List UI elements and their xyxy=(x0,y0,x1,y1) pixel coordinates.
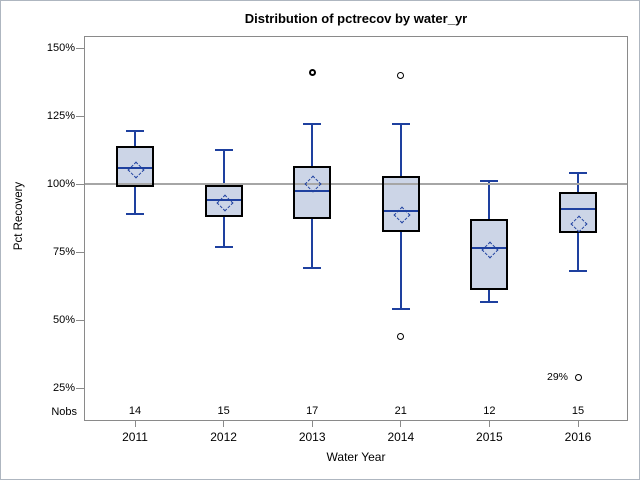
y-tick-mark xyxy=(76,115,84,117)
x-tick-label: 2012 xyxy=(210,430,237,444)
box-fill xyxy=(559,192,597,233)
nobs-value: 12 xyxy=(483,405,496,417)
y-tick-label: 150% xyxy=(46,42,75,54)
x-tick-label: 2013 xyxy=(298,430,326,444)
nobs-value: 15 xyxy=(571,405,585,417)
x-tick-mark xyxy=(311,421,313,427)
plot-area xyxy=(84,36,628,421)
x-tick-label: 2014 xyxy=(387,430,415,444)
whisker-cap-bottom xyxy=(303,267,322,270)
y-tick-label: 100% xyxy=(46,178,75,190)
whisker-cap-bottom xyxy=(480,301,499,304)
outlier-point xyxy=(308,69,316,76)
whisker-cap-top xyxy=(214,149,233,151)
median-line xyxy=(383,210,418,213)
y-tick-label: 75% xyxy=(52,246,75,258)
whisker-cap-bottom xyxy=(391,308,410,311)
box-2015 xyxy=(470,219,509,291)
whisker-cap-top xyxy=(126,130,144,132)
x-tick-label: 2016 xyxy=(564,430,592,444)
y-tick-mark xyxy=(76,319,84,321)
nobs-value: 21 xyxy=(394,405,407,417)
median-line xyxy=(472,246,507,249)
y-tick-mark xyxy=(76,183,84,185)
outlier-point xyxy=(574,373,582,381)
reference-line-100pct xyxy=(85,183,627,185)
box-2012 xyxy=(204,185,243,217)
box-2014 xyxy=(381,175,420,232)
box-2011 xyxy=(116,145,154,187)
whisker-cap-bottom xyxy=(126,212,144,215)
whisker-cap-top xyxy=(569,172,587,175)
box-2013 xyxy=(293,166,332,220)
y-tick-label: 50% xyxy=(52,314,75,326)
y-tick-label: 25% xyxy=(52,382,75,394)
y-tick-label: 125% xyxy=(46,110,75,122)
outlier-point xyxy=(397,332,405,340)
box-fill xyxy=(470,219,509,291)
y-axis-title: Pct Recovery xyxy=(13,181,25,251)
median-line xyxy=(295,189,330,192)
median-line xyxy=(561,207,595,210)
whisker-cap-top xyxy=(480,180,499,183)
nobs-value: 15 xyxy=(217,405,230,417)
nobs-value: 17 xyxy=(306,405,319,417)
whisker-cap-top xyxy=(391,123,410,126)
box-fill xyxy=(116,145,154,187)
x-tick-label: 2011 xyxy=(122,430,148,444)
outlier-point xyxy=(397,71,405,79)
x-tick-mark xyxy=(134,421,136,427)
x-tick-mark xyxy=(400,421,402,427)
box-2016 xyxy=(559,192,597,233)
y-tick-mark xyxy=(76,47,84,49)
median-line xyxy=(118,166,152,169)
y-tick-mark xyxy=(76,251,84,253)
x-tick-label: 2015 xyxy=(476,430,503,444)
chart-title: Distribution of pctrecov by water_yr xyxy=(244,11,468,26)
outlier-annotation: 29% xyxy=(546,370,568,383)
x-tick-mark xyxy=(488,421,490,427)
whisker-cap-bottom xyxy=(214,245,233,248)
x-tick-mark xyxy=(577,421,579,427)
median-line xyxy=(206,199,241,202)
x-axis-title: Water Year xyxy=(326,450,386,464)
nobs-value: 14 xyxy=(128,405,142,417)
whisker-cap-top xyxy=(303,123,322,126)
whisker-cap-bottom xyxy=(569,270,587,272)
box-fill xyxy=(381,175,420,232)
y-tick-mark xyxy=(76,387,84,389)
nobs-row-label: Nobs xyxy=(51,406,77,418)
box-fill xyxy=(293,166,332,220)
x-tick-mark xyxy=(223,421,225,427)
